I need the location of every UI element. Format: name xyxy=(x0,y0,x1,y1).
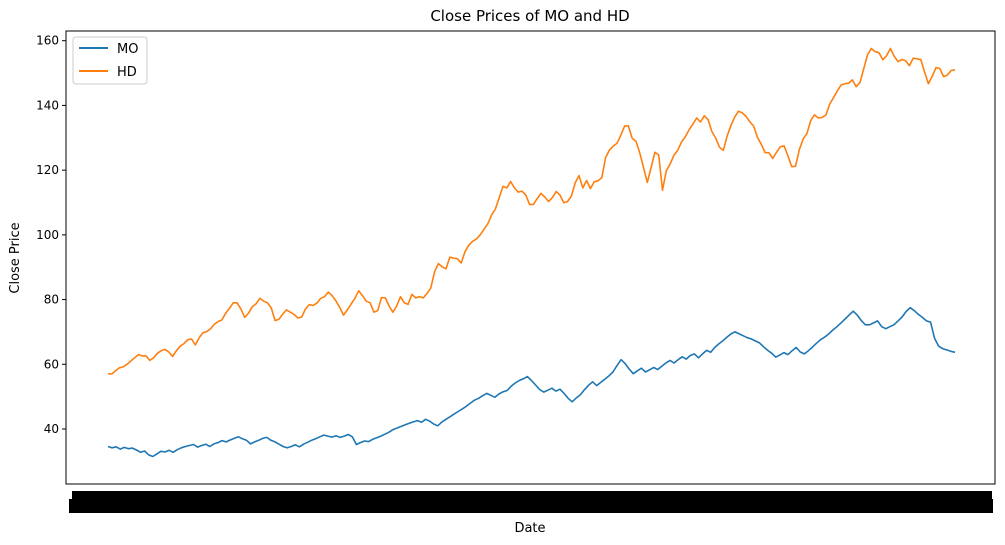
x-tick-label-block xyxy=(69,499,993,513)
chart-title: Close Prices of MO and HD xyxy=(430,7,629,25)
series-line-hd xyxy=(107,47,956,375)
series-line-mo xyxy=(107,306,956,458)
legend-label-mo: MO xyxy=(117,42,138,57)
plot-frame xyxy=(65,30,996,485)
y-tick-label: 160 xyxy=(36,34,59,48)
plot-area: 40 60 80 100 120 140 160 xyxy=(36,30,996,513)
x-axis-label: Date xyxy=(514,521,545,536)
y-tick-label: 140 xyxy=(36,98,59,112)
legend: MO HD xyxy=(72,36,148,85)
y-tick-label: 120 xyxy=(36,163,59,177)
y-tick-label: 60 xyxy=(44,357,59,371)
y-axis: 40 60 80 100 120 140 160 xyxy=(36,34,66,436)
x-axis xyxy=(69,491,993,513)
y-tick-label: 40 xyxy=(44,422,59,436)
legend-label-hd: HD xyxy=(117,65,137,80)
x-tick-label-block xyxy=(72,491,992,499)
series-layer xyxy=(107,47,956,458)
y-tick-label: 80 xyxy=(44,293,59,307)
y-tick-label: 100 xyxy=(36,228,59,242)
y-axis-label: Close Price xyxy=(8,222,23,293)
